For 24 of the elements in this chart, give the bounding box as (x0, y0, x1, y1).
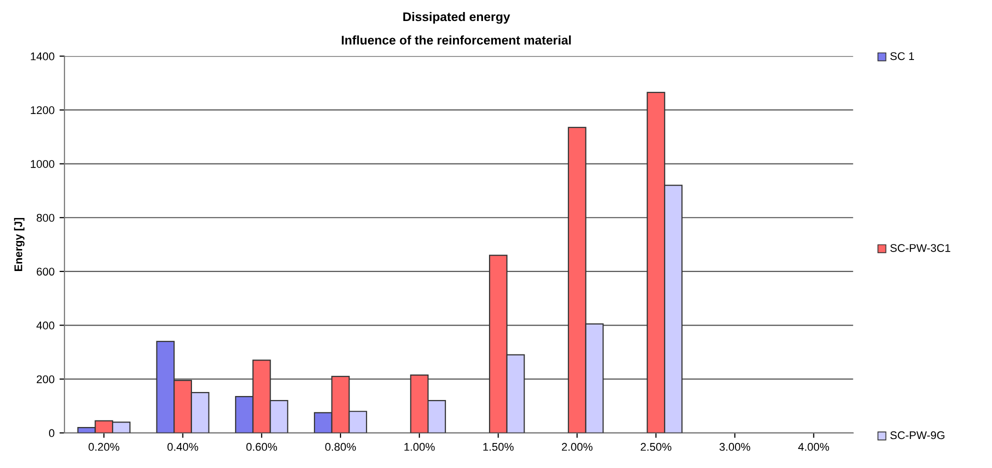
x-tick-label: 3.00% (719, 442, 750, 451)
x-tick-label: 0.80% (325, 442, 356, 451)
y-tick-label: 1200 (30, 106, 54, 114)
y-tick-label: 1400 (30, 52, 54, 60)
x-tick-label: 1.00% (404, 442, 435, 451)
x-tick-label: 0.60% (246, 442, 277, 451)
chart-subtitle: Influence of the reinforcement material (342, 35, 571, 45)
y-tick-label: 0 (49, 429, 54, 438)
legend-label: SC-PW-9G (890, 431, 944, 440)
y-tick-label: 600 (36, 268, 54, 276)
y-tick-label: 200 (36, 375, 54, 384)
y-tick-label: 800 (36, 214, 54, 222)
y-tick-label: 400 (36, 322, 54, 330)
chart-title: Dissipated energy (403, 12, 510, 24)
x-tick-label: 1.50% (483, 442, 514, 451)
x-tick-label: 0.40% (167, 442, 198, 451)
y-tick-label: 1000 (30, 160, 54, 168)
x-tick-label: 4.00% (798, 442, 830, 451)
legend-label: SC 1 (890, 52, 914, 60)
x-tick-label: 2.00% (562, 442, 592, 451)
legend-label: SC-PW-3C1 (890, 244, 950, 252)
x-tick-label: 2.50% (640, 442, 672, 451)
y-axis-title: Energy [J] (14, 218, 24, 271)
x-tick-label: 0.20% (88, 442, 120, 451)
